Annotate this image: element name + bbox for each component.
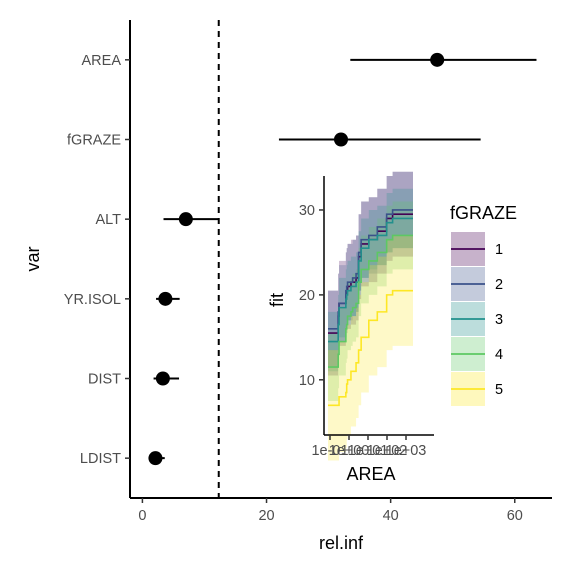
- y-tick-label: AREA: [82, 53, 122, 69]
- point-area: [430, 53, 444, 67]
- point-alt: [179, 212, 193, 226]
- inset-y-tick-label: 10: [299, 373, 315, 389]
- point-fgraze: [334, 133, 348, 147]
- point-ldist: [148, 451, 162, 465]
- y-tick-label: YR.ISOL: [64, 292, 121, 308]
- inset-y-tick-label: 30: [299, 203, 315, 219]
- legend-label-3: 3: [495, 312, 503, 328]
- main-y-axis-title: var: [23, 246, 43, 271]
- y-tick-label: LDIST: [80, 451, 121, 467]
- point-yr.isol: [158, 292, 172, 306]
- legend-label-4: 4: [495, 347, 503, 363]
- x-tick-label: 40: [383, 508, 399, 524]
- legend-label-2: 2: [495, 277, 503, 293]
- point-dist: [156, 372, 170, 386]
- inset-y-axis-title: fit: [267, 293, 287, 307]
- main-x-axis-title: rel.inf: [319, 533, 364, 553]
- inset-x-axis-title: AREA: [346, 464, 395, 484]
- y-tick-label: ALT: [95, 212, 121, 228]
- inset-y-tick-label: 20: [299, 288, 315, 304]
- y-tick-label: DIST: [88, 372, 121, 388]
- x-tick-label: 0: [138, 508, 146, 524]
- x-tick-label: 20: [258, 508, 274, 524]
- legend-title: fGRAZE: [450, 203, 517, 223]
- y-tick-label: fGRAZE: [67, 133, 121, 149]
- x-tick-label: 60: [507, 508, 523, 524]
- legend-label-1: 1: [495, 242, 503, 258]
- inset-x-tick-label: 1e+03: [386, 443, 427, 459]
- legend-label-5: 5: [495, 382, 503, 398]
